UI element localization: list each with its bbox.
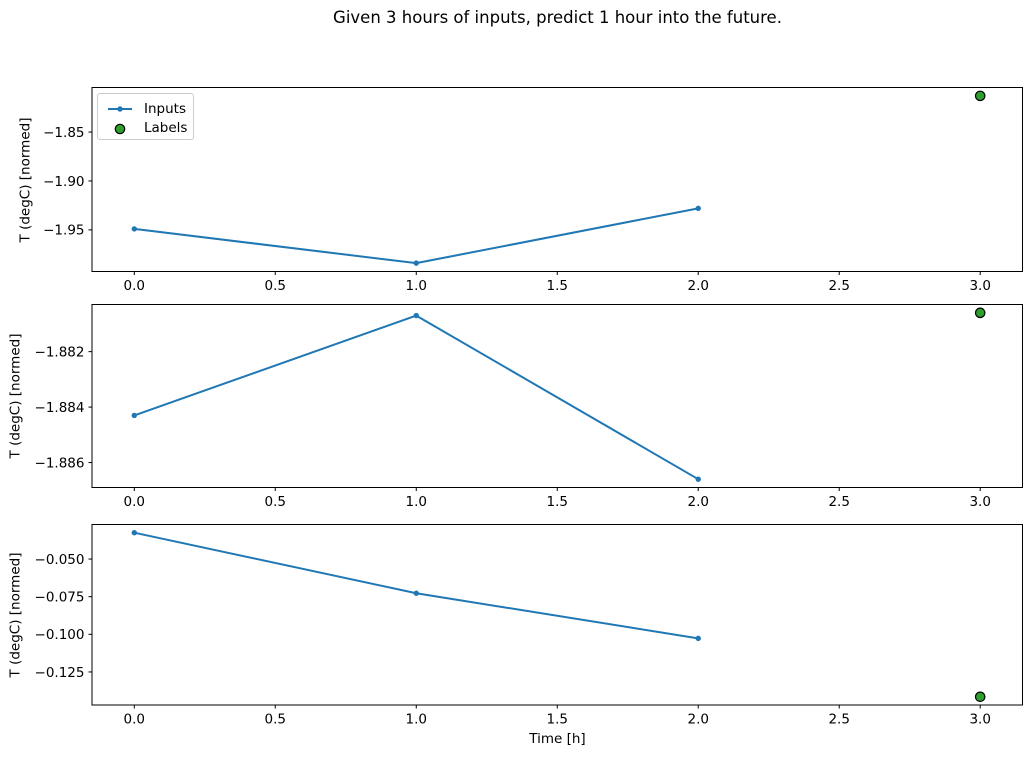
x-tick-label: 3.0 [969, 494, 990, 510]
y-tick-label: −0.050 [35, 552, 85, 568]
axes-frame [91, 524, 1023, 706]
x-tick-label: 2.5 [828, 278, 849, 294]
labels-marker [974, 90, 986, 102]
x-tick-label: 0.0 [124, 278, 145, 294]
figure-title: Given 3 hours of inputs, predict 1 hour … [333, 8, 782, 27]
x-tick-label: 2.5 [828, 494, 849, 510]
subplot-2: 0.0 0.5 1.0 1.5 2.0 2.5 3.0 −1.882 −1.884 −1.886 [35, 304, 1023, 510]
y-tick-label: −1.95 [43, 223, 84, 239]
x-tick-label: 3.0 [969, 278, 990, 294]
y-tick-label: −0.075 [35, 589, 85, 605]
legend-item-label: Inputs [144, 100, 186, 117]
inputs-line-icon [108, 106, 132, 112]
inputs-marker [413, 260, 419, 266]
subplot-3: 0.0 0.5 1.0 1.5 2.0 2.5 3.0 −0.050 −0.075 −0.100 −… [35, 524, 1023, 728]
y-tick-label: −0.100 [35, 627, 85, 643]
legend-item-inputs: Inputs [106, 100, 193, 119]
inputs-line [134, 531, 699, 640]
x-tick-label: 0.0 [124, 712, 145, 728]
inputs-marker [413, 312, 419, 319]
x-axis-label: Time [h] [529, 731, 586, 747]
inputs-line [133, 314, 699, 481]
y-axis-label-subplot-1: T (degC) [normed] [17, 117, 34, 243]
x-tick-label: 1.0 [406, 278, 427, 294]
x-tick-label: 3.0 [969, 712, 990, 728]
x-tick-label: 1.5 [547, 712, 568, 728]
inputs-marker [131, 226, 137, 232]
y-tick-label: −1.85 [43, 125, 84, 141]
inputs-marker [413, 590, 419, 596]
x-tick-label: 1.0 [406, 494, 427, 510]
y-tick-label: −0.125 [35, 665, 85, 681]
legend-item-label: Labels [144, 120, 188, 137]
labels-marker [974, 691, 986, 703]
inputs-marker [695, 635, 701, 642]
x-tick-label: 2.0 [687, 494, 708, 510]
subplot-1: 0.0 0.5 1.0 1.5 2.0 2.5 3.0 −1.85 −1.90 −1.95 [43, 87, 1023, 294]
x-tick-label: 0.0 [124, 494, 145, 510]
inputs-marker [131, 530, 137, 536]
x-tick-label: 1.0 [406, 712, 427, 728]
y-axis-label-subplot-2: T (degC) [normed] [7, 333, 24, 459]
y-tick-label: −1.884 [35, 400, 85, 416]
y-tick-label: −1.90 [43, 174, 84, 190]
x-tick-label: 0.5 [265, 278, 286, 294]
x-tick-label: 2.5 [828, 712, 849, 728]
inputs-line [134, 207, 699, 265]
inputs-marker [131, 412, 137, 419]
labels-marker [974, 307, 986, 319]
x-tick-label: 0.5 [265, 494, 286, 510]
legend: Inputs Labels [97, 93, 194, 140]
y-tick-label: −1.882 [35, 344, 85, 360]
x-tick-label: 0.5 [265, 712, 286, 728]
x-tick-label: 1.5 [547, 278, 568, 294]
legend-item-labels: Labels [106, 119, 193, 138]
axes-frame [91, 304, 1023, 488]
x-tick-label: 1.5 [547, 494, 568, 510]
y-tick-label: −1.886 [35, 455, 85, 471]
inputs-marker [695, 476, 701, 482]
y-axis-label-subplot-3: T (degC) [normed] [7, 552, 24, 678]
labels-marker-icon [114, 123, 126, 135]
x-tick-label: 2.0 [687, 712, 708, 728]
axes-frame [91, 87, 1023, 272]
inputs-marker [695, 205, 701, 212]
x-tick-label: 2.0 [687, 278, 708, 294]
